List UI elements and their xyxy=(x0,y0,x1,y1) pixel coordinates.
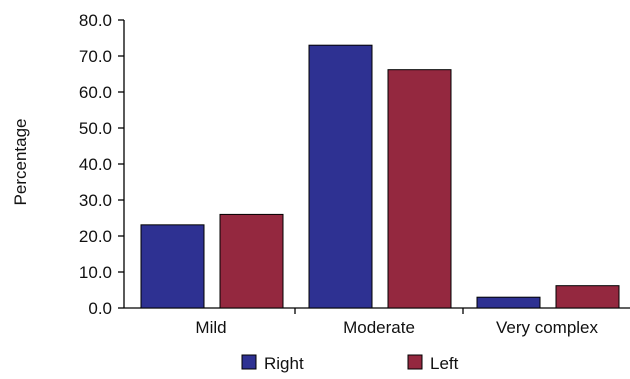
bar-left-mild xyxy=(219,213,284,309)
x-tick-label: Mild xyxy=(195,318,226,337)
legend-label-right: Right xyxy=(264,354,304,373)
y-tick-label: 0.0 xyxy=(88,299,112,318)
legend-swatch-left xyxy=(407,354,423,370)
y-tick-label: 50.0 xyxy=(79,119,112,138)
bar-right-very-complex xyxy=(476,296,541,309)
y-tick-label: 60.0 xyxy=(79,83,112,102)
y-tick-label: 70.0 xyxy=(79,47,112,66)
y-tick-label: 80.0 xyxy=(79,11,112,30)
bar-left-moderate xyxy=(387,69,452,309)
x-tick-label: Moderate xyxy=(343,318,415,337)
bar-right-mild xyxy=(140,224,205,309)
y-tick-label: 10.0 xyxy=(79,263,112,282)
plot-area: 0.0 10.0 20.0 30.0 40.0 50.0 60.0 70.0 80.0 Mild M… xyxy=(79,11,630,337)
bar-left-very-complex xyxy=(555,285,620,309)
x-tick-label: Very complex xyxy=(496,318,599,337)
y-axis-label: Percentage xyxy=(11,119,30,206)
legend: Right Left xyxy=(241,354,459,373)
legend-swatch-right xyxy=(241,354,257,370)
bar-right-moderate xyxy=(308,44,373,309)
legend-label-left: Left xyxy=(430,354,459,373)
y-tick-label: 40.0 xyxy=(79,155,112,174)
y-tick-label: 30.0 xyxy=(79,191,112,210)
y-tick-label: 20.0 xyxy=(79,227,112,246)
